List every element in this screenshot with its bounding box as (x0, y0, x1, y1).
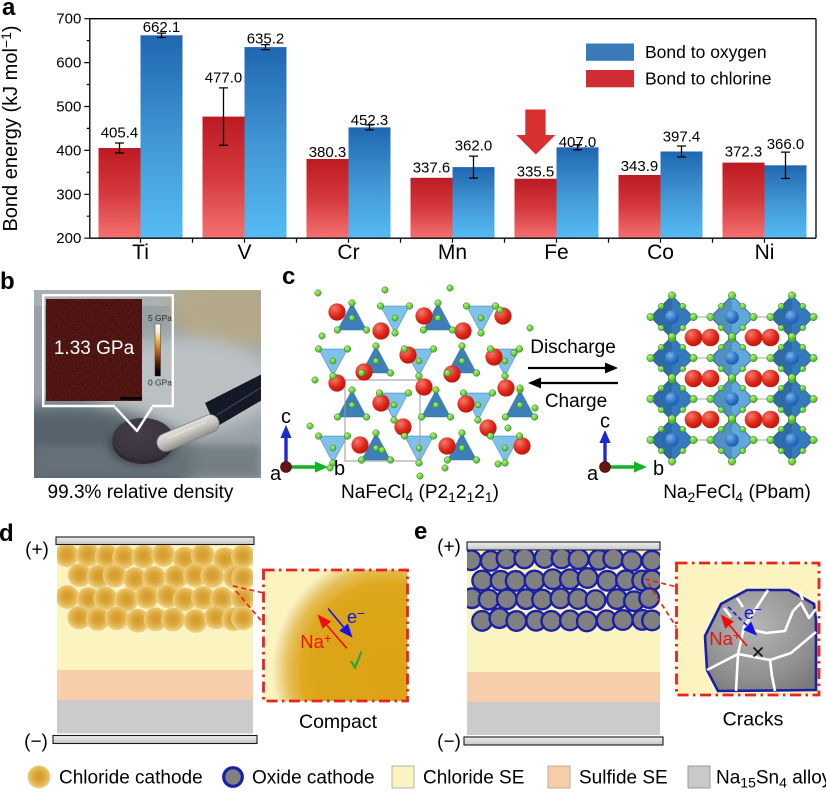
svg-text:5 GPa: 5 GPa (148, 313, 172, 323)
svg-text:Chloride cathode: Chloride cathode (59, 768, 203, 789)
svg-text:1.33 GPa: 1.33 GPa (54, 338, 135, 359)
svg-text:343.9: 343.9 (621, 158, 659, 175)
svg-text:Bond to chlorine: Bond to chlorine (645, 69, 771, 89)
svg-text:Chloride SE: Chloride SE (423, 768, 524, 789)
svg-text:(−): (−) (437, 732, 461, 753)
svg-text:Na15Sn4 alloy: Na15Sn4 alloy (716, 768, 826, 791)
svg-text:Compact: Compact (299, 711, 378, 733)
svg-text:407.0: 407.0 (559, 134, 597, 151)
svg-text:a: a (270, 463, 282, 485)
svg-text:477.0: 477.0 (205, 70, 243, 87)
svg-text:600: 600 (56, 55, 81, 72)
svg-text:362.0: 362.0 (455, 138, 493, 155)
svg-text:(−): (−) (24, 732, 48, 753)
svg-text:366.0: 366.0 (767, 136, 805, 153)
svg-text:380.3: 380.3 (309, 144, 347, 161)
svg-text:Mn: Mn (438, 241, 467, 264)
svg-text:Ti: Ti (132, 241, 149, 264)
svg-text:200: 200 (56, 230, 81, 247)
svg-text:NaFeCl4 (P212121): NaFeCl4 (P212121) (341, 482, 499, 505)
svg-text:V: V (237, 241, 251, 264)
svg-text:Oxide cathode: Oxide cathode (252, 768, 375, 789)
svg-text:372.3: 372.3 (725, 144, 763, 161)
svg-text:Co: Co (647, 241, 674, 264)
svg-text:Bond energy (kJ mol−1): Bond energy (kJ mol−1) (0, 25, 22, 231)
svg-text:405.4: 405.4 (101, 125, 139, 142)
svg-text:700: 700 (56, 11, 81, 28)
svg-text:Sulfide SE: Sulfide SE (579, 768, 668, 789)
svg-text:Ni: Ni (755, 241, 775, 264)
svg-text:b: b (653, 458, 664, 480)
svg-text:c: c (600, 411, 610, 433)
svg-text:452.3: 452.3 (351, 112, 389, 129)
svg-text:c: c (281, 406, 291, 428)
svg-text:400: 400 (56, 142, 81, 159)
svg-text:Charge: Charge (545, 391, 607, 412)
svg-text:0 GPa: 0 GPa (148, 378, 172, 388)
svg-text:a: a (587, 463, 599, 485)
svg-text:Fe: Fe (544, 241, 569, 264)
svg-text:500: 500 (56, 99, 81, 116)
svg-text:Cr: Cr (337, 241, 359, 264)
svg-text:335.5: 335.5 (517, 164, 555, 181)
svg-text:397.4: 397.4 (663, 129, 701, 146)
svg-text:337.6: 337.6 (413, 160, 451, 177)
svg-text:b: b (334, 458, 345, 480)
svg-text:Discharge: Discharge (530, 337, 616, 358)
svg-text:300: 300 (56, 186, 81, 203)
svg-text:662.1: 662.1 (143, 19, 181, 36)
svg-text:Bond to oxygen: Bond to oxygen (645, 42, 767, 62)
svg-text:(+): (+) (25, 540, 49, 561)
svg-text:(+): (+) (437, 537, 461, 558)
svg-text:Cracks: Cracks (723, 709, 784, 731)
svg-text:Na2FeCl4 (Pbam): Na2FeCl4 (Pbam) (663, 482, 811, 505)
svg-text:635.2: 635.2 (247, 31, 285, 48)
